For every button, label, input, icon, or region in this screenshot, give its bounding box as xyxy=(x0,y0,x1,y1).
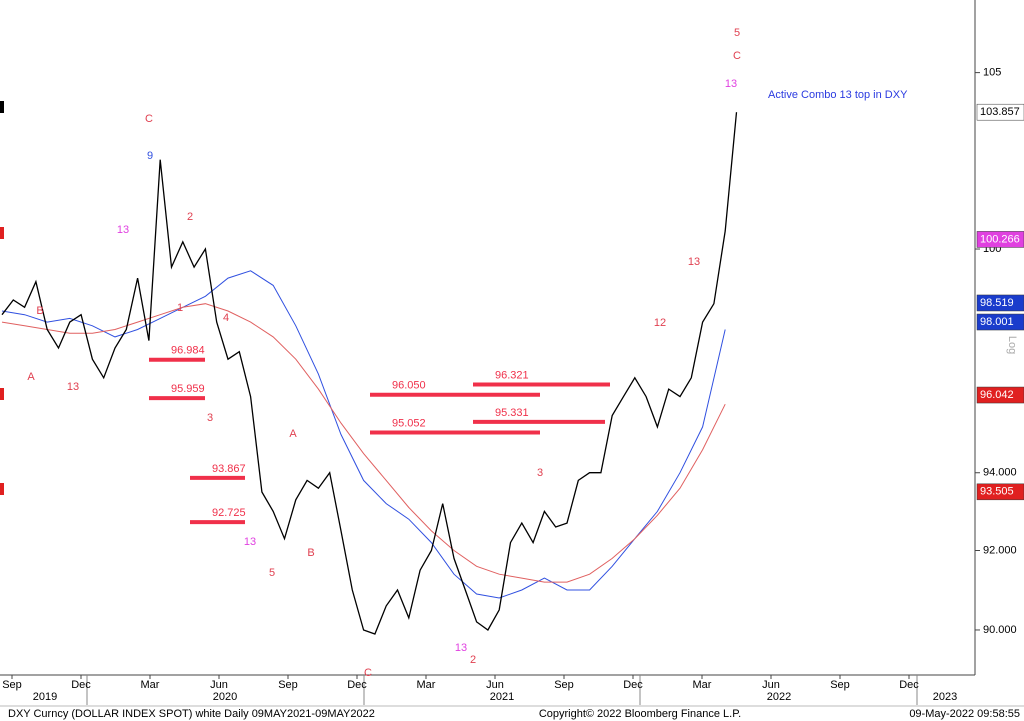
price-box xyxy=(976,483,1024,501)
annotation: 3 xyxy=(207,412,213,424)
footer-left: DXY Curncy (DOLLAR INDEX SPOT) white Dai… xyxy=(8,708,375,720)
x-tick-label: Dec xyxy=(623,679,643,691)
level-label: 96.984 xyxy=(171,345,205,357)
year-label: 2020 xyxy=(213,691,237,703)
price-box xyxy=(976,386,1024,404)
annotation: 2 xyxy=(187,211,193,223)
annotation: 9 xyxy=(147,150,153,162)
level-label: 96.321 xyxy=(495,369,529,381)
x-tick-label: Sep xyxy=(554,679,574,691)
annotation: 5 xyxy=(734,27,740,39)
x-tick-label: Sep xyxy=(830,679,850,691)
edge-marker xyxy=(0,227,4,239)
x-tick-label: Mar xyxy=(693,679,712,691)
year-label: 2019 xyxy=(33,691,57,703)
x-tick-label: Mar xyxy=(141,679,160,691)
x-tick-label: Dec xyxy=(347,679,367,691)
year-label: 2021 xyxy=(490,691,514,703)
price-box-label: 93.505 xyxy=(980,486,1014,498)
annotation: 13 xyxy=(244,536,256,548)
annotation: 12 xyxy=(654,317,666,329)
price-box-label: 98.519 xyxy=(980,297,1014,309)
footer-right: 09-May-2022 09:58:55 xyxy=(909,708,1020,720)
edge-marker xyxy=(0,483,4,495)
x-tick-label: Sep xyxy=(278,679,298,691)
price-box-label: 98.001 xyxy=(980,316,1014,328)
annotation: B xyxy=(36,305,43,317)
annotation: B xyxy=(307,547,314,559)
price-line xyxy=(1,112,738,635)
x-tick-label: Sep xyxy=(2,679,22,691)
annotation: 5 xyxy=(269,567,275,579)
edge-marker xyxy=(0,388,4,400)
level-label: 92.725 xyxy=(212,507,246,519)
annotation: 2 xyxy=(470,654,476,666)
annotation: 13 xyxy=(67,381,79,393)
edge-marker xyxy=(0,101,4,113)
year-label: 2023 xyxy=(933,691,957,703)
price-box-label: 100.266 xyxy=(980,233,1020,245)
annotation: A xyxy=(27,371,35,383)
annotation: 4 xyxy=(223,312,229,324)
y-tick-label: 90.000 xyxy=(983,624,1017,636)
level-label: 96.050 xyxy=(392,380,426,392)
annotation: 13 xyxy=(725,78,737,90)
level-label: 95.052 xyxy=(392,417,426,429)
price-box xyxy=(976,313,1024,331)
price-box xyxy=(976,231,1024,248)
price-box-label: 96.042 xyxy=(980,389,1014,401)
annotation: 1 xyxy=(177,302,183,314)
annotation: 13 xyxy=(117,224,129,236)
year-label: 2022 xyxy=(767,691,791,703)
y-tick-label: 94.000 xyxy=(983,467,1017,479)
price-box xyxy=(976,294,1024,312)
annotation: 13 xyxy=(688,256,700,268)
annotation: C xyxy=(364,667,372,679)
annotation: 3 xyxy=(537,467,543,479)
x-tick-label: Jun xyxy=(762,679,780,691)
log-label: Log xyxy=(1006,336,1018,354)
x-tick-label: Dec xyxy=(71,679,91,691)
annotation: C xyxy=(145,113,153,125)
level-label: 93.867 xyxy=(212,463,246,475)
y-tick-label: 105 xyxy=(983,67,1001,79)
y-tick-label: 92.000 xyxy=(983,544,1017,556)
price-box xyxy=(976,103,1024,121)
level-label: 95.331 xyxy=(495,407,529,419)
x-tick-label: Jun xyxy=(210,679,228,691)
note: Active Combo 13 top in DXY xyxy=(768,89,908,101)
annotation: 13 xyxy=(455,642,467,654)
level-label: 95.959 xyxy=(171,383,205,395)
annotation: C xyxy=(733,50,741,62)
x-tick-label: Jun xyxy=(486,679,504,691)
footer-center: Copyright© 2022 Bloomberg Finance L.P. xyxy=(539,708,741,720)
price-box-label: 103.857 xyxy=(980,106,1020,118)
x-tick-label: Mar xyxy=(417,679,436,691)
x-tick-label: Dec xyxy=(899,679,919,691)
annotation: A xyxy=(289,428,297,440)
moving-average xyxy=(1,303,726,583)
